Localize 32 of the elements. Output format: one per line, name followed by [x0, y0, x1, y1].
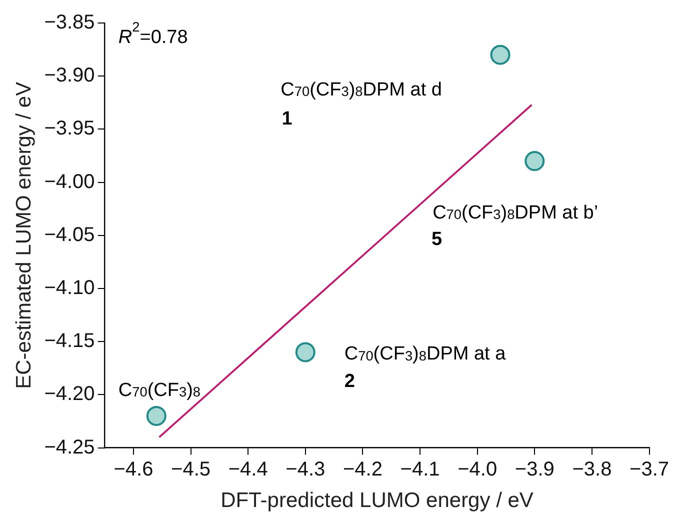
x-tick-label: −4.6: [114, 458, 154, 480]
y-axis-title: EC-estimated LUMO energy / eV: [12, 82, 36, 389]
y-tick-label: −4.20: [44, 383, 95, 406]
point: [490, 44, 510, 65]
annotation: C70(CF3)8DPM at a: [344, 344, 506, 365]
annotation: C70(CF3)8DPM at b’: [432, 202, 598, 224]
point: [295, 342, 316, 362]
x-tick-label: −4.0: [458, 458, 498, 480]
x-tick-label: −3.7: [630, 458, 669, 480]
x-tick-label: −4.3: [286, 458, 326, 480]
y-tick-label: −4.00: [44, 170, 95, 193]
y-tick-label: −4.15: [44, 330, 95, 352]
y-tick-label: −3.85: [44, 12, 95, 34]
point: [146, 406, 166, 426]
y-tick-label: −3.90: [44, 64, 95, 87]
y-tick-label: −4.25: [44, 436, 95, 458]
x-tick-label: −3.9: [514, 458, 554, 480]
y-tick-label: −4.10: [44, 277, 95, 300]
annotation: 1: [282, 108, 293, 130]
x-tick-label: −3.8: [572, 458, 612, 480]
x-tick-label: −4.2: [342, 458, 382, 480]
annotation: 5: [431, 229, 442, 250]
annotation: C70(CF3)8: [118, 380, 201, 401]
x-tick-label: −4.4: [228, 458, 268, 480]
y-tick-label: −4.05: [44, 224, 95, 246]
annotation: 2: [344, 370, 355, 392]
x-tick-label: −4.1: [400, 458, 440, 480]
annotation: C70(CF3)8DPM at d: [280, 80, 442, 101]
y-tick-label: −3.95: [44, 118, 95, 140]
x-axis-title: DFT-predicted LUMO energy / eV: [220, 489, 534, 512]
point: [524, 151, 545, 172]
x-tick-label: −4.5: [171, 458, 211, 480]
